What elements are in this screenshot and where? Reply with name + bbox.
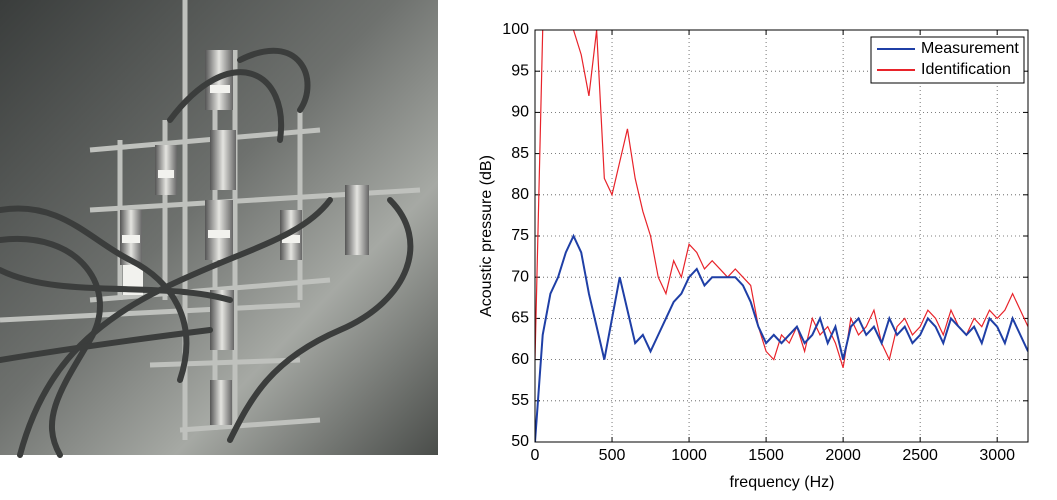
y-tick-label: 80 (511, 186, 529, 203)
x-tick-label: 2000 (825, 447, 861, 464)
y-tick-label: 65 (511, 310, 529, 327)
x-tick-label: 3000 (979, 447, 1015, 464)
legend-label: Identification (921, 61, 1011, 78)
y-tick-label: 70 (511, 268, 529, 285)
y-tick-label: 75 (511, 227, 529, 244)
data-line (535, 233, 1028, 442)
x-tick-label: 2500 (902, 447, 938, 464)
y-axis-label: Acoustic pressure (dB) (478, 155, 495, 317)
y-tick-label: 60 (511, 351, 529, 368)
data-line (535, 30, 1028, 369)
y-tick-label: 55 (511, 392, 529, 409)
x-tick-label: 1500 (748, 447, 784, 464)
x-tick-label: 1000 (671, 447, 707, 464)
x-tick-label: 500 (599, 447, 626, 464)
x-tick-label: 0 (531, 447, 540, 464)
photo (0, 0, 438, 458)
y-tick-label: 95 (511, 62, 529, 79)
y-tick-label: 50 (511, 433, 529, 450)
y-tick-label: 85 (511, 145, 529, 162)
x-axis-label: frequency (Hz) (730, 474, 835, 491)
plot-frame (534, 29, 1029, 443)
y-tick-label: 90 (511, 104, 529, 121)
y-tick-label: 100 (502, 21, 529, 38)
legend-label: Measurement (921, 40, 1019, 57)
plot: Acoustic pressure (dB) frequency (Hz) (478, 155, 834, 491)
legend-box (870, 36, 1025, 84)
